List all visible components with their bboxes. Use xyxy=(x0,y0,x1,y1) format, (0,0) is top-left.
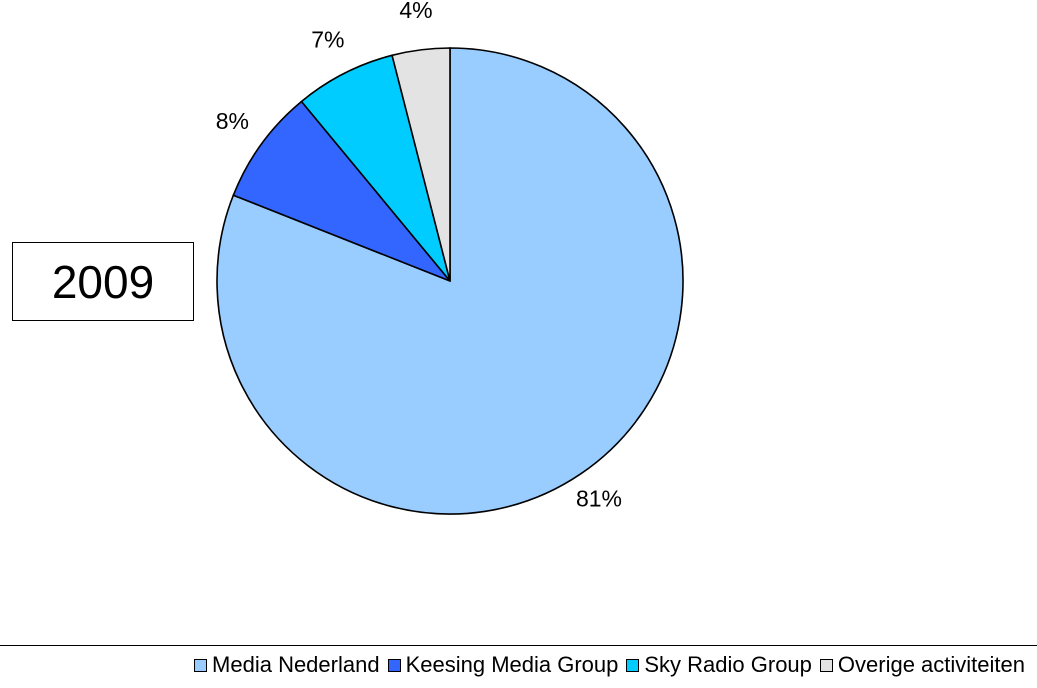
legend-label: Sky Radio Group xyxy=(644,652,812,677)
legend-label: Keesing Media Group xyxy=(405,652,619,677)
pie-label: 7% xyxy=(311,26,344,52)
pie-label: 81% xyxy=(576,485,622,511)
pie-label: 8% xyxy=(216,108,249,134)
legend-item: Sky Radio Group xyxy=(626,652,812,678)
year-annotation: 2009 xyxy=(12,242,194,321)
pie-slice-keesing-media-group xyxy=(232,100,451,282)
pie-labels: 81% 8% 7% 4% xyxy=(216,0,622,511)
legend-label: Media Nederland xyxy=(212,652,380,677)
pie-slice-sky-radio-group xyxy=(300,54,451,282)
legend-item: Overige activiteiten xyxy=(819,652,1025,678)
legend-swatch xyxy=(387,658,401,672)
legend-swatch xyxy=(626,658,640,672)
legend-item: Keesing Media Group xyxy=(387,652,619,678)
legend-item: Media Nederland xyxy=(194,652,380,678)
legend: Media Nederland Keesing Media Group Sky Ra… xyxy=(194,652,1025,678)
legend-label: Overige activiteiten xyxy=(837,652,1025,677)
legend-divider xyxy=(0,645,1037,646)
pie-slices xyxy=(216,47,684,515)
legend-swatch xyxy=(194,658,208,672)
legend-swatch xyxy=(819,658,833,672)
pie-label: 4% xyxy=(399,0,432,23)
pie-slice-overige-activiteiten xyxy=(391,47,451,282)
